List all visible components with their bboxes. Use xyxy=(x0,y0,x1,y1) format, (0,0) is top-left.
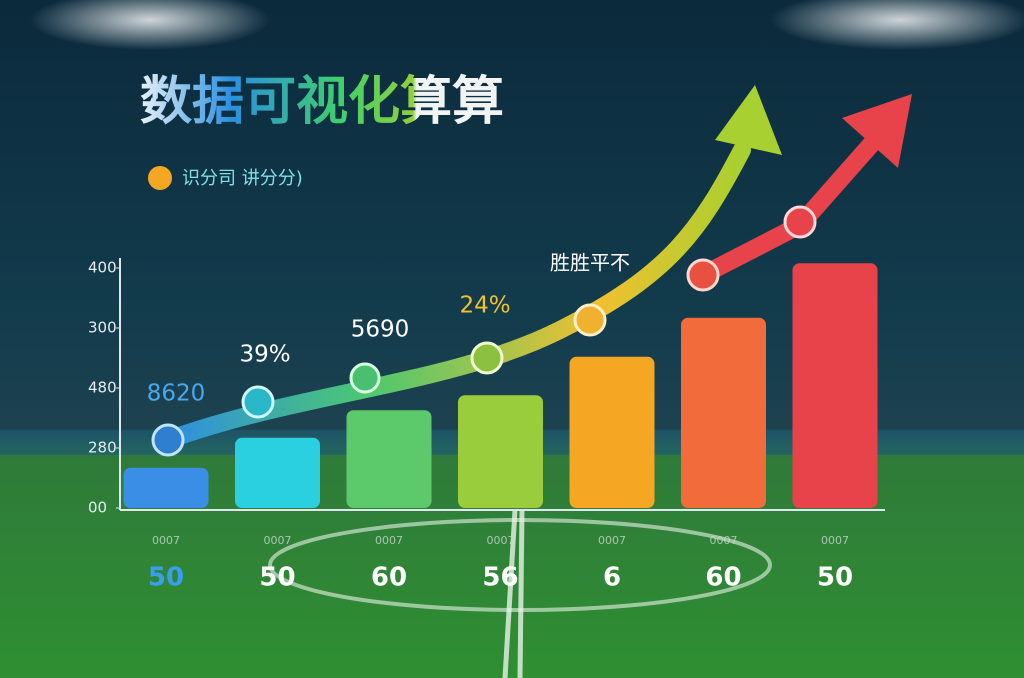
bar-label: 50 xyxy=(817,563,853,593)
bar xyxy=(235,437,320,508)
floodlight xyxy=(30,0,270,50)
bar xyxy=(458,395,543,508)
bar xyxy=(569,356,655,508)
annotation: 胜胜平不 xyxy=(550,251,630,275)
y-tick-label: 00 xyxy=(88,499,107,517)
y-tick-label: 400 xyxy=(88,259,117,277)
arrow-head xyxy=(842,94,912,168)
y-tick-label: 300 xyxy=(88,319,117,337)
bar xyxy=(681,317,766,508)
bar-label: 50 xyxy=(259,563,295,593)
bar xyxy=(792,263,878,508)
y-tick-label: 280 xyxy=(88,439,117,457)
bars xyxy=(123,263,878,508)
bar-label: 50 xyxy=(148,563,184,593)
x-tick-label: 0007 xyxy=(152,534,180,547)
trend-arrow xyxy=(159,141,751,449)
chart-title: 数据可视化算算 xyxy=(140,72,504,132)
legend-marker xyxy=(148,166,172,190)
x-tick-label: 0007 xyxy=(821,534,849,547)
arrow-head xyxy=(715,85,782,155)
bar-label: 56 xyxy=(482,563,518,593)
legend-label: 识分司 讲分分) xyxy=(182,168,303,189)
annotation: 24% xyxy=(459,293,510,319)
x-tick-label: 0007 xyxy=(710,534,738,547)
x-tick-label: 0007 xyxy=(487,534,515,547)
x-tick-label: 0007 xyxy=(375,534,403,547)
pitch-line xyxy=(502,509,525,678)
annotation: 39% xyxy=(239,342,290,368)
x-tick-label: 0007 xyxy=(598,534,626,547)
bar-label: 60 xyxy=(705,563,741,593)
x-tick-label: 0007 xyxy=(264,534,292,547)
bar-label: 60 xyxy=(371,563,407,593)
center-circle xyxy=(268,518,772,612)
floodlight xyxy=(770,0,1024,50)
curve-markers xyxy=(151,205,817,457)
bar-label: 6 xyxy=(603,563,621,593)
annotation: 5690 xyxy=(351,317,410,343)
y-tick-label: 480 xyxy=(88,379,117,397)
annotation: 8620 xyxy=(147,381,206,407)
bar xyxy=(346,410,432,508)
bar xyxy=(123,467,209,508)
